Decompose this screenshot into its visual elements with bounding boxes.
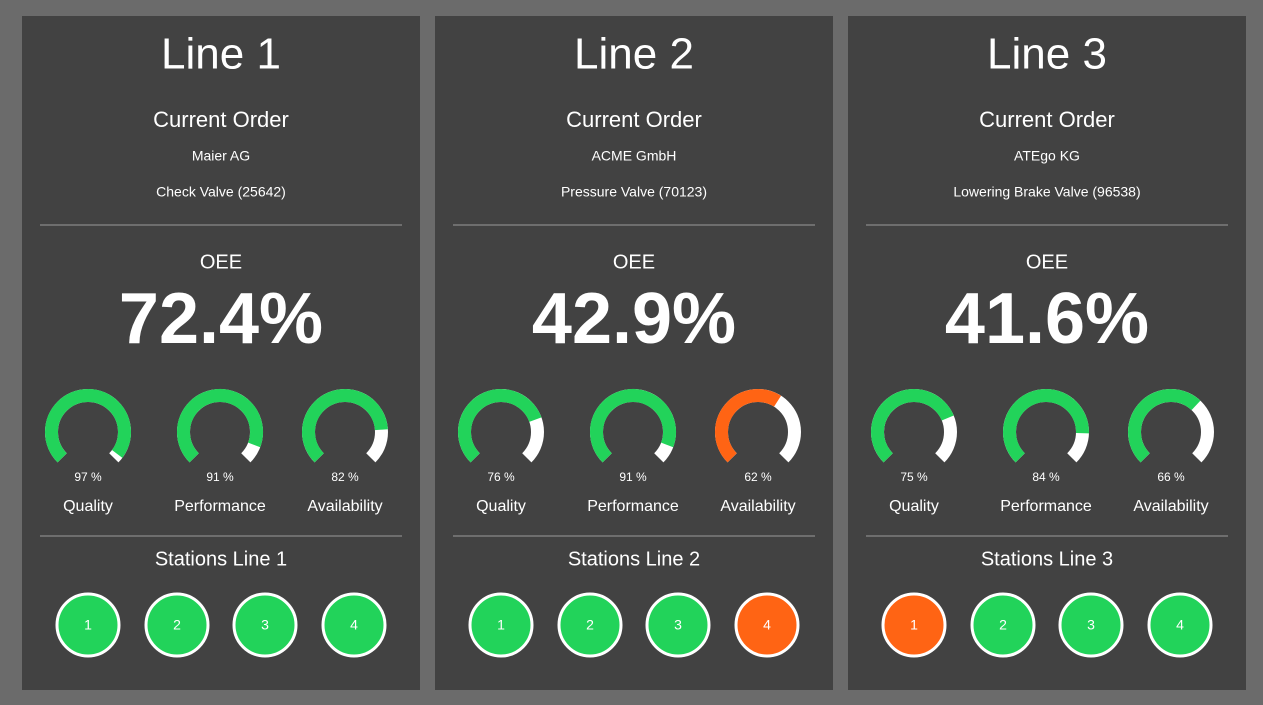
line-title: Line 3 <box>987 30 1107 79</box>
gauge-arc <box>1127 388 1201 463</box>
station-number: 3 <box>261 617 269 633</box>
line-title: Line 1 <box>161 30 281 79</box>
oee-value: 41.6% <box>945 279 1149 359</box>
customer: ACME GmbH <box>592 148 677 164</box>
gauge-name: Availability <box>1133 498 1208 515</box>
oee-value: 72.4% <box>119 279 323 359</box>
station-number: 4 <box>763 617 771 633</box>
gauge-arc <box>590 389 676 463</box>
stations-title: Stations Line 1 <box>155 548 287 570</box>
stations-title: Stations Line 3 <box>981 548 1113 570</box>
gauge-value-label: 84 % <box>1032 470 1060 484</box>
oee-label: OEE <box>1026 251 1068 273</box>
gauge-name: Availability <box>720 498 795 515</box>
station <box>970 592 1036 658</box>
panel <box>435 16 833 690</box>
gauge-name: Quality <box>889 498 939 515</box>
order-heading: Current Order <box>979 107 1115 132</box>
customer: Maier AG <box>192 148 250 164</box>
station-number: 1 <box>84 617 92 633</box>
gauge-name: Quality <box>63 498 113 515</box>
gauge-value-label: 62 % <box>744 470 772 484</box>
gauge-arc <box>45 389 131 463</box>
gauge-arc <box>177 389 263 463</box>
station <box>1147 592 1213 658</box>
gauge-name: Performance <box>174 498 266 515</box>
station <box>645 592 711 658</box>
line-title: Line 2 <box>574 30 694 79</box>
station-number: 3 <box>1087 617 1095 633</box>
gauge-arc <box>1003 389 1089 463</box>
gauge-value-label: 97 % <box>74 470 102 484</box>
order-heading: Current Order <box>566 107 702 132</box>
gauge-arc <box>458 389 542 463</box>
order-heading: Current Order <box>153 107 289 132</box>
product: Lowering Brake Valve (96538) <box>953 184 1140 200</box>
station <box>468 592 534 658</box>
station-number: 3 <box>674 617 682 633</box>
gauge-value-label: 91 % <box>619 470 647 484</box>
customer: ATEgo KG <box>1014 148 1080 164</box>
gauge-arc <box>715 389 782 463</box>
gauge-arc <box>871 389 954 463</box>
station <box>1058 592 1124 658</box>
product: Pressure Valve (70123) <box>561 184 707 200</box>
station <box>734 592 800 658</box>
station <box>232 592 298 658</box>
station <box>144 592 210 658</box>
gauge-value-label: 76 % <box>487 470 515 484</box>
gauge-name: Performance <box>1000 498 1092 515</box>
product: Check Valve (25642) <box>156 184 286 200</box>
station <box>881 592 947 658</box>
gauge-name: Performance <box>587 498 679 515</box>
station-number: 1 <box>910 617 918 633</box>
station <box>321 592 387 658</box>
oee-label: OEE <box>200 251 242 273</box>
oee-label: OEE <box>613 251 655 273</box>
station-number: 2 <box>173 617 181 633</box>
station-number: 4 <box>1176 617 1184 633</box>
panel <box>22 16 420 690</box>
station <box>557 592 623 658</box>
stations-title: Stations Line 2 <box>568 548 700 570</box>
gauge-arc <box>302 389 388 463</box>
oee-value: 42.9% <box>532 279 736 359</box>
gauge-value-label: 66 % <box>1157 470 1185 484</box>
gauge-value-label: 91 % <box>206 470 234 484</box>
gauge-value-label: 75 % <box>900 470 928 484</box>
gauge-value-label: 82 % <box>331 470 359 484</box>
gauge-name: Availability <box>307 498 382 515</box>
station-number: 2 <box>586 617 594 633</box>
station-number: 1 <box>497 617 505 633</box>
gauge-name: Quality <box>476 498 526 515</box>
station-number: 4 <box>350 617 358 633</box>
panel <box>848 16 1246 690</box>
station <box>55 592 121 658</box>
station-number: 2 <box>999 617 1007 633</box>
